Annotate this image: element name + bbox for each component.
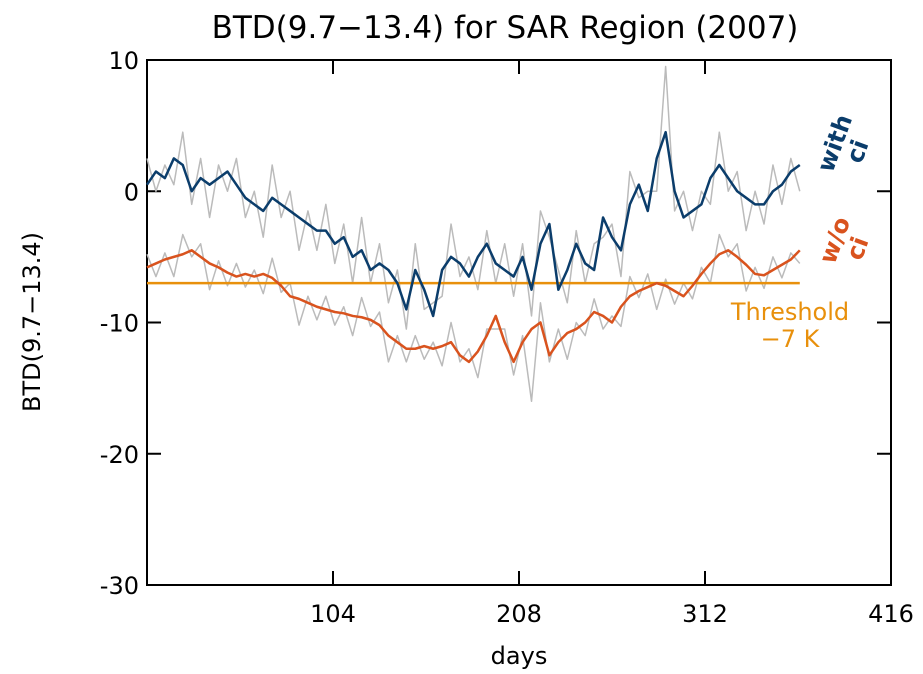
legend-label: withci	[812, 111, 881, 184]
series-line	[145, 130, 801, 318]
threshold-label: Threshold	[730, 298, 849, 326]
series-line	[146, 249, 801, 364]
y-axis-label: BTD(9.7−13.4)	[18, 232, 46, 412]
x-tick-label: 416	[868, 600, 914, 628]
y-tick-label: 10	[108, 47, 139, 75]
y-tick-label: 0	[124, 178, 139, 206]
y-tick-label: -30	[100, 572, 139, 600]
x-tick-label: 208	[496, 600, 542, 628]
threshold-label: −7 K	[761, 325, 821, 353]
x-axis-label: days	[491, 642, 548, 670]
x-tick-label: 104	[310, 600, 356, 628]
x-tick-label: 312	[682, 600, 728, 628]
legend-label: w/oci	[814, 213, 879, 275]
series-line	[146, 65, 801, 330]
chart-title: BTD(9.7−13.4) for SAR Region (2007)	[212, 10, 799, 46]
y-tick-label: -10	[100, 310, 139, 338]
series-line	[146, 233, 801, 402]
y-tick-label: -20	[100, 441, 139, 469]
